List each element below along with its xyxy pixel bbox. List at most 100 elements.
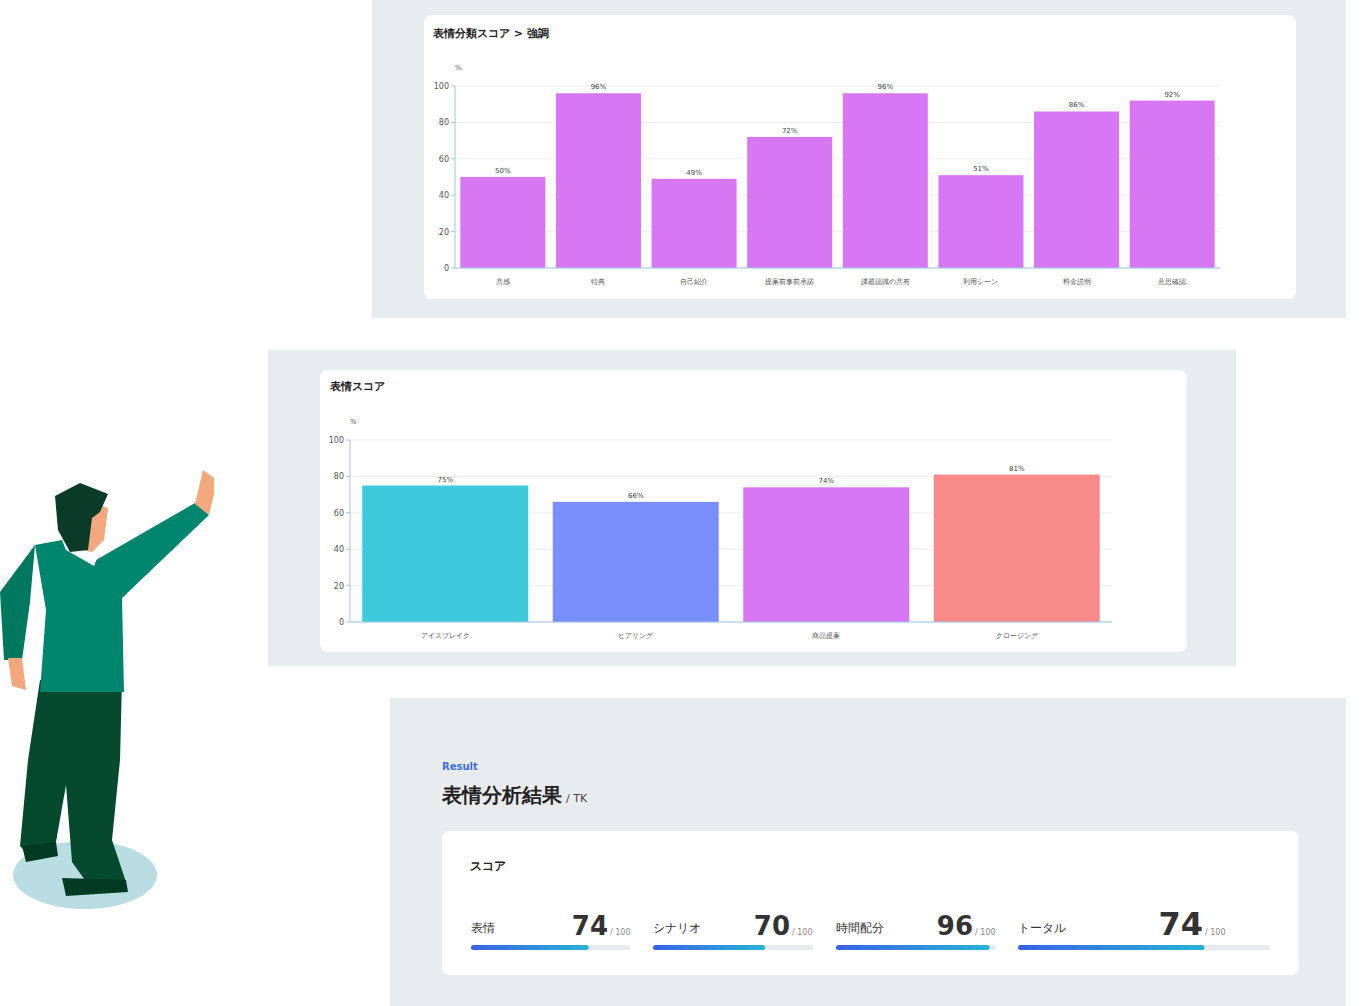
y-axis-label: % <box>350 418 357 426</box>
y-axis-label: % <box>455 64 462 72</box>
panel-bg <box>390 698 1346 1006</box>
chart-card <box>320 370 1187 652</box>
score-max: / 100 <box>792 928 813 937</box>
result-panel: Result表情分析結果/ TKスコア表情74/ 100シナリオ70/ 100時… <box>390 698 1346 1006</box>
arm <box>0 545 35 660</box>
x-tick-label: クロージング <box>996 632 1039 640</box>
x-axis <box>350 622 1112 623</box>
y-tick-label: 60 <box>439 155 449 164</box>
tick-mark <box>451 268 455 269</box>
data-label: 74% <box>818 477 834 485</box>
x-tick-label: 意思確認 <box>1157 278 1186 286</box>
data-label: 81% <box>1009 465 1025 473</box>
score-value: 74 <box>1158 905 1203 943</box>
grid-line <box>455 86 1220 87</box>
score-card <box>442 831 1299 975</box>
y-tick-label: 100 <box>434 82 449 91</box>
bar <box>1130 101 1215 268</box>
gauge-fill <box>1018 945 1204 950</box>
data-label: 96% <box>878 83 894 91</box>
gauge-track <box>653 945 813 950</box>
y-tick-label: 0 <box>444 264 449 273</box>
card-title: スコア <box>470 859 506 873</box>
bar <box>934 475 1100 622</box>
bar <box>938 175 1023 268</box>
result-subtitle: / TK <box>566 792 588 805</box>
shoe <box>22 842 58 862</box>
y-tick-label: 80 <box>439 118 449 127</box>
score-label: 時間配分 <box>836 921 884 935</box>
result-title: 表情分析結果 <box>441 783 563 807</box>
tick-mark <box>451 195 455 196</box>
tick-mark <box>346 512 350 513</box>
bar <box>460 177 545 268</box>
tick-mark <box>346 476 350 477</box>
data-label: 49% <box>686 169 702 177</box>
y-tick-label: 20 <box>334 582 344 591</box>
gauge-fill <box>836 945 990 950</box>
hand <box>8 658 26 690</box>
grid-line <box>350 440 1112 441</box>
y-tick-label: 60 <box>334 509 344 518</box>
x-tick-label: 商品提案 <box>812 631 840 640</box>
x-axis <box>455 268 1220 269</box>
score-value: 96 <box>937 911 973 941</box>
bar <box>556 93 641 268</box>
y-tick-label: 40 <box>334 545 344 554</box>
x-tick-label: 利用シーン <box>963 278 998 286</box>
y-axis <box>455 86 456 268</box>
chart-title: 表情分類スコア > 強調 <box>432 27 549 40</box>
tick-mark <box>451 158 455 159</box>
y-tick-label: 80 <box>334 472 344 481</box>
bars <box>362 475 1100 622</box>
data-label: 72% <box>782 127 798 135</box>
tick-mark <box>346 622 350 623</box>
x-tick-label: 共感 <box>496 278 510 286</box>
y-axis <box>350 440 351 622</box>
hand <box>195 470 214 515</box>
grid-line <box>455 268 1220 269</box>
legs <box>20 680 126 890</box>
shoe <box>62 878 128 896</box>
data-label: 92% <box>1164 91 1180 99</box>
score-label: シナリオ <box>653 921 701 935</box>
bars <box>460 93 1214 268</box>
score-label: 表情 <box>471 921 495 935</box>
x-tick-label: 課題認識の共有 <box>861 278 910 286</box>
gauge-fill <box>653 945 765 950</box>
score-value: 74 <box>572 911 608 941</box>
bar <box>747 137 832 268</box>
person-illustration <box>0 470 214 909</box>
gauge-track <box>836 945 996 950</box>
tick-mark <box>346 549 350 550</box>
data-label: 51% <box>973 165 989 173</box>
data-label: 96% <box>591 83 607 91</box>
bar <box>362 486 528 623</box>
score-value: 70 <box>754 911 790 941</box>
score-max: / 100 <box>1205 928 1226 937</box>
x-tick-label: アイスブレイク <box>421 632 470 640</box>
score-max: / 100 <box>610 928 631 937</box>
bar <box>843 93 928 268</box>
y-tick-label: 0 <box>339 618 344 627</box>
tick-mark <box>451 122 455 123</box>
chart-title: 表情スコア <box>329 380 385 393</box>
hair <box>55 483 108 552</box>
panel-bg <box>268 350 1236 666</box>
grid-line <box>350 622 1112 623</box>
y-tick-label: 40 <box>439 191 449 200</box>
x-tick-label: 特典 <box>591 278 605 286</box>
gauge-track <box>1018 945 1270 950</box>
y-tick-label: 100 <box>329 436 344 445</box>
tick-mark <box>346 585 350 586</box>
data-label: 86% <box>1069 101 1085 109</box>
bar <box>652 179 737 268</box>
bar <box>743 487 909 622</box>
data-label: 66% <box>628 492 644 500</box>
data-label: 50% <box>495 167 511 175</box>
gauge-fill <box>471 945 589 950</box>
chart-panel: 表情スコア%02040608010075%アイスブレイク66%ヒアリング74%商… <box>268 350 1236 666</box>
y-tick-label: 20 <box>439 228 449 237</box>
score-max: / 100 <box>975 928 996 937</box>
tick-mark <box>451 86 455 87</box>
